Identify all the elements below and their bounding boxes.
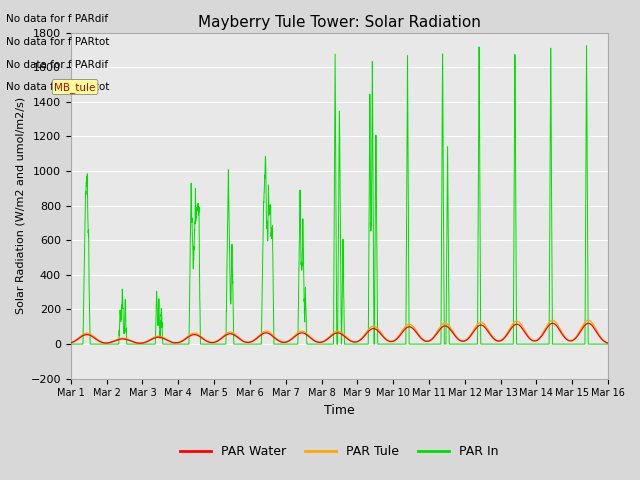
Legend: PAR Water, PAR Tule, PAR In: PAR Water, PAR Tule, PAR In xyxy=(175,440,504,463)
Y-axis label: Solar Radiation (W/m2 and umol/m2/s): Solar Radiation (W/m2 and umol/m2/s) xyxy=(15,97,25,314)
Text: No data for f PARtot: No data for f PARtot xyxy=(6,82,110,92)
X-axis label: Time: Time xyxy=(324,404,355,417)
Text: No data for f PARdif: No data for f PARdif xyxy=(6,14,109,24)
Text: No data for f PARdif: No data for f PARdif xyxy=(6,60,109,70)
Text: No data for f PARtot: No data for f PARtot xyxy=(6,37,110,47)
Title: Mayberry Tule Tower: Solar Radiation: Mayberry Tule Tower: Solar Radiation xyxy=(198,15,481,30)
Text: MB_tule: MB_tule xyxy=(54,82,96,93)
